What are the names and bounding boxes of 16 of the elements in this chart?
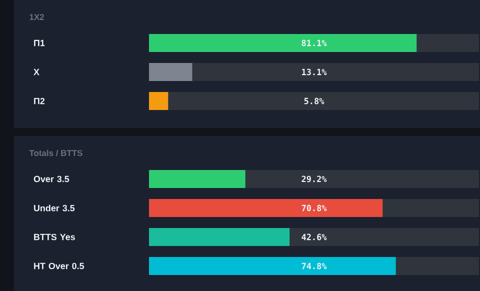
y-tick-label: П1 (34, 40, 45, 46)
y-tick-label: X (34, 68, 40, 76)
data-label: 29.2% (302, 176, 327, 182)
data-label: 74.8% (302, 262, 327, 270)
text: 1X2 (30, 14, 44, 20)
data-label: 13.1% (302, 68, 327, 76)
y-tick-label: Under 3.5 (34, 204, 75, 212)
y-tick-label: П2 (34, 98, 45, 104)
data-label: 70.8% (302, 204, 327, 212)
data-label: 81.1% (302, 40, 327, 46)
text: Totals / BTTS (29, 150, 82, 156)
y-tick-label: HT Over 0.5 (34, 262, 84, 270)
data-label: 42.6% (302, 234, 327, 240)
y-tick-label: Over 3.5 (34, 176, 70, 182)
data-label: 5.8% (304, 98, 324, 104)
y-tick-label: BTTS Yes (34, 234, 75, 240)
